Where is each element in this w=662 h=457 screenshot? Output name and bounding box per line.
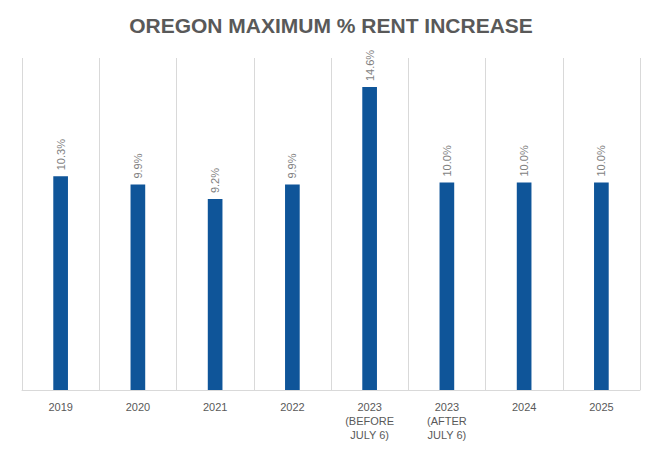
svg-text:JULY 6): JULY 6): [350, 429, 389, 441]
svg-text:2021: 2021: [203, 401, 227, 413]
svg-text:10.0%: 10.0%: [518, 145, 530, 176]
svg-text:9.2%: 9.2%: [209, 168, 221, 193]
svg-text:2019: 2019: [48, 401, 72, 413]
svg-text:2020: 2020: [126, 401, 150, 413]
svg-text:JULY 6): JULY 6): [428, 429, 467, 441]
svg-text:2022: 2022: [280, 401, 304, 413]
svg-text:(AFTER: (AFTER: [427, 415, 467, 427]
svg-text:14.6%: 14.6%: [364, 50, 376, 81]
svg-text:9.9%: 9.9%: [132, 153, 144, 178]
svg-text:10.3%: 10.3%: [55, 139, 67, 170]
svg-text:2024: 2024: [512, 401, 536, 413]
svg-text:2023: 2023: [435, 401, 459, 413]
svg-text:2025: 2025: [589, 401, 613, 413]
svg-text:10.0%: 10.0%: [441, 145, 453, 176]
svg-text:OREGON MAXIMUM % RENT INCREASE: OREGON MAXIMUM % RENT INCREASE: [129, 14, 533, 37]
svg-text:9.9%: 9.9%: [286, 153, 298, 178]
svg-text:(BEFORE: (BEFORE: [345, 415, 394, 427]
svg-text:2023: 2023: [357, 401, 381, 413]
svg-text:10.0%: 10.0%: [595, 145, 607, 176]
